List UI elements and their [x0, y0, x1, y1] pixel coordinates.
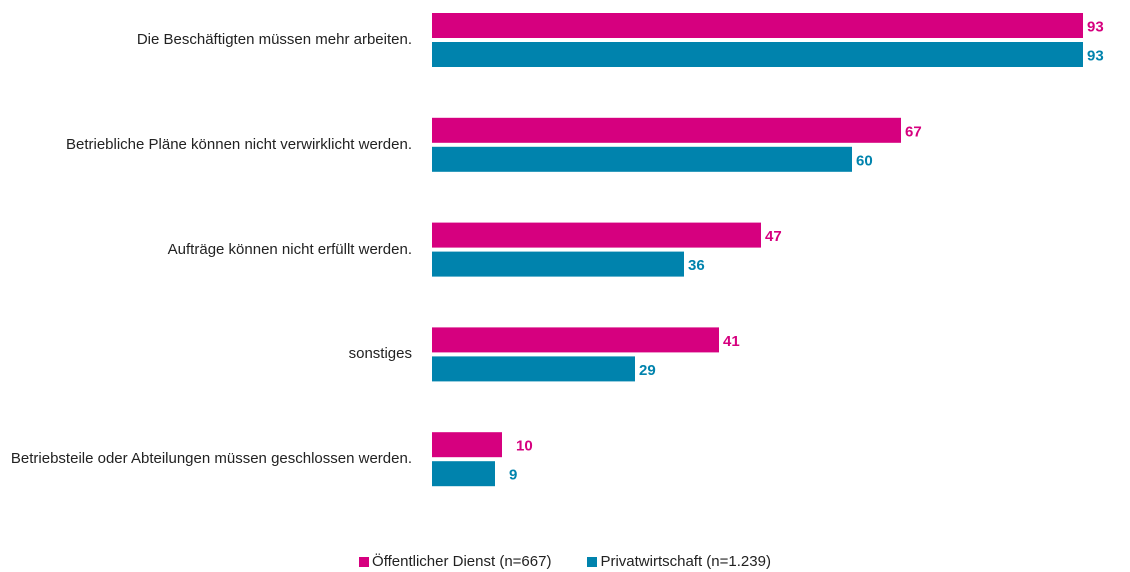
bar	[432, 327, 719, 353]
bar	[432, 13, 1083, 38]
legend-swatch	[587, 556, 598, 567]
legend-label: Privatwirtschaft (n=1.239)	[600, 553, 771, 570]
value-label: 36	[688, 257, 705, 274]
value-label: 47	[765, 228, 782, 245]
value-label: 41	[723, 333, 740, 350]
bar	[432, 42, 1083, 67]
category-label: Aufträge können nicht erfüllt werden.	[167, 240, 412, 258]
bar	[432, 117, 901, 143]
legend-label: Öffentlicher Dienst (n=667)	[372, 553, 552, 570]
category-label: Die Beschäftigten müssen mehr arbeiten.	[136, 31, 412, 48]
value-label: 29	[639, 362, 656, 379]
category-label: Betriebsteile oder Abteilungen müssen ge…	[10, 450, 412, 468]
bar	[432, 251, 684, 277]
bar	[432, 146, 852, 172]
bar	[432, 461, 495, 487]
legend-item: Privatwirtschaft (n=1.239)	[587, 553, 771, 570]
value-label: 10	[516, 438, 533, 455]
category-label: sonstiges	[348, 345, 412, 363]
bar	[432, 432, 502, 458]
legend-swatch	[359, 556, 370, 567]
legend-item: Öffentlicher Dienst (n=667)	[359, 553, 551, 570]
value-label: 93	[1087, 18, 1104, 35]
category-label: Betriebliche Pläne können nicht verwirkl…	[65, 135, 412, 153]
legend: Öffentlicher Dienst (n=667) Privatwirtsch…	[0, 553, 1130, 570]
value-label: 9	[509, 467, 517, 484]
value-label: 60	[856, 152, 873, 169]
value-label: 67	[905, 123, 922, 140]
bar	[432, 356, 635, 382]
value-label: 93	[1087, 47, 1104, 64]
bar	[432, 222, 761, 248]
